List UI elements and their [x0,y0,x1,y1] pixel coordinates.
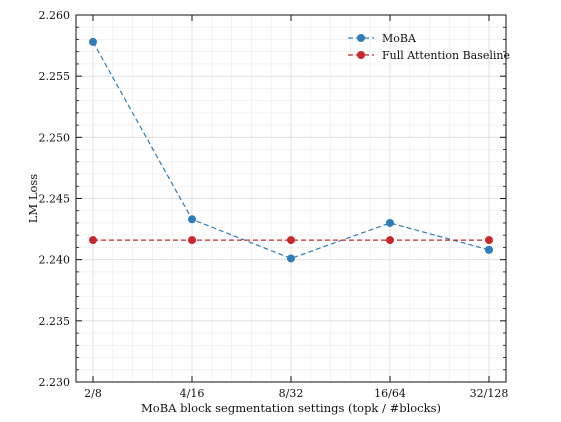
y-tick-label: 2.245 [39,193,71,206]
data-point-0 [188,215,196,224]
y-tick-label: 2.235 [39,315,71,328]
y-tick-label: 2.255 [39,70,71,83]
legend: MoBA Full Attention Baseline [348,32,510,62]
data-point-0 [485,245,493,254]
legend-label: MoBA [382,32,417,45]
x-tick-label: 4/16 [180,387,205,400]
y-tick-label: 2.260 [39,9,71,22]
y-tick-label: 2.240 [39,254,71,267]
legend-label: Full Attention Baseline [382,49,510,62]
y-tick-label: 2.230 [39,376,71,389]
x-tick-label: 32/128 [470,387,509,400]
axis-ticks [76,14,506,383]
data-point-1 [89,236,97,245]
data-point-0 [89,37,97,46]
legend-marker [357,34,365,42]
legend-marker [357,51,365,59]
major-grid [76,14,506,383]
data-point-1 [485,236,493,245]
y-axis-label: LM Loss [26,174,40,224]
y-tick-labels: 2.230 2.235 2.240 2.245 2.250 2.255 2.260 [39,9,71,389]
data-point-0 [287,254,295,263]
y-tick-label: 2.250 [39,131,71,144]
data-point-0 [386,218,394,227]
x-axis-label: MoBA block segmentation settings (topk /… [141,401,441,415]
data-point-1 [386,236,394,245]
data-point-1 [287,236,295,245]
x-tick-label: 2/8 [84,387,102,400]
x-tick-label: 16/64 [374,387,406,400]
data-point-1 [188,236,196,245]
series-line-0 [92,41,490,260]
x-tick-label: 8/32 [279,387,304,400]
x-tick-labels: 2/8 4/16 8/32 16/64 32/128 [84,387,508,400]
series-layer [89,37,493,263]
